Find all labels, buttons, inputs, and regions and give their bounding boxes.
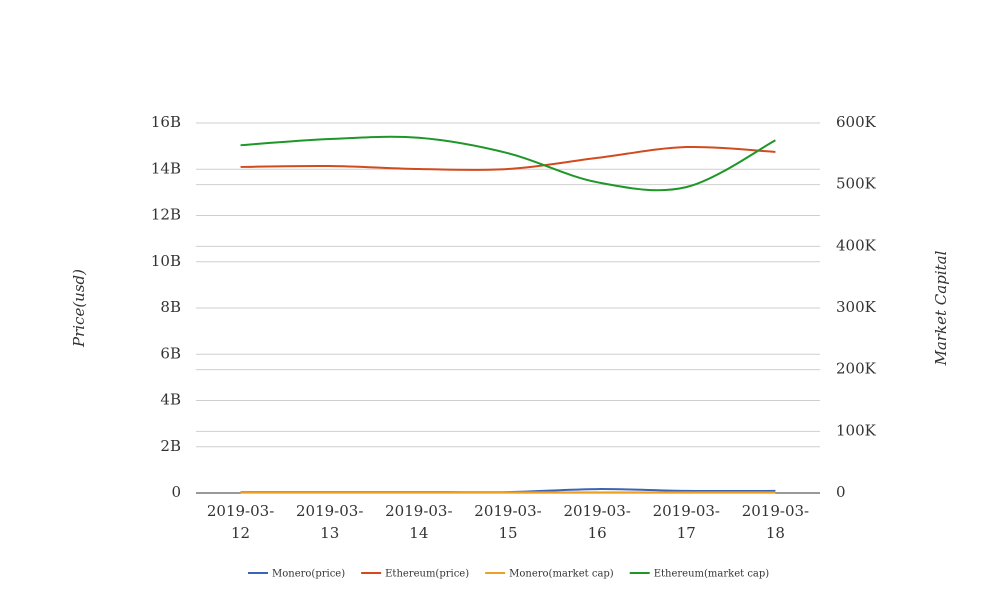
y2-tick-label: 200K — [836, 360, 877, 378]
y2-axis-title: Market Capital — [932, 250, 950, 366]
y2-tick-label: 500K — [836, 175, 877, 193]
x-tick-label: 2019-03-17 — [652, 502, 720, 542]
x-tick-label: 2019-03-13 — [296, 502, 364, 542]
line — [240, 135, 776, 192]
y-tick-label: 6B — [160, 344, 181, 362]
y2-tick-label: 300K — [836, 298, 877, 316]
y-tick-label: 14B — [151, 159, 181, 177]
x-tick-label: 2019-03-12 — [206, 502, 275, 542]
y2-tick-label: 100K — [836, 421, 877, 439]
y-tick-label: 4B — [160, 391, 181, 409]
y2-tick-label: 400K — [836, 236, 877, 254]
y-tick-label: 0 — [171, 483, 181, 501]
y-tick-label: 8B — [160, 298, 181, 316]
y2-tick-label: 600K — [836, 113, 877, 131]
legend-label: Ethereum(market cap) — [654, 569, 770, 580]
x-tick-label: 2019-03-18 — [741, 502, 810, 542]
y2-tick-label: 0 — [836, 483, 846, 501]
y-tick-label: 2B — [160, 437, 181, 455]
legend-label: Ethereum(price) — [385, 569, 469, 580]
x-tick-label: 2019-03-16 — [563, 502, 631, 542]
line — [240, 145, 776, 171]
x-tick-label: 2019-03-14 — [385, 502, 453, 542]
legend-label: Monero(price) — [272, 569, 345, 580]
y-tick-label: 16B — [151, 113, 181, 131]
y-tick-label: 10B — [151, 252, 181, 270]
legend-label: Monero(market cap) — [509, 569, 614, 580]
y-axis-title: Price(usd) — [70, 269, 88, 348]
y-tick-label: 12B — [151, 206, 181, 224]
x-tick-label: 2019-03-15 — [474, 502, 542, 542]
